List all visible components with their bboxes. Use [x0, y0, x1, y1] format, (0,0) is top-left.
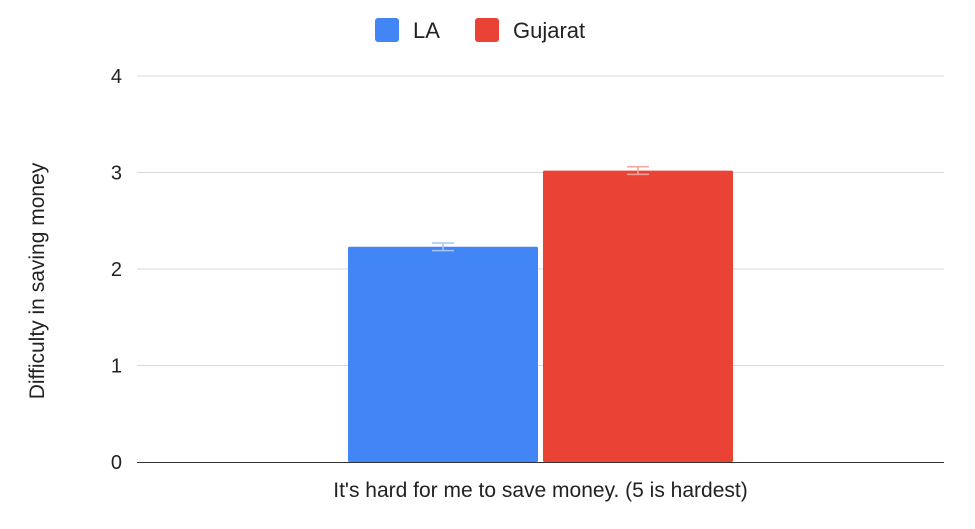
legend: LA Gujarat [375, 18, 585, 43]
legend-item-gujarat: Gujarat [475, 18, 585, 43]
error-bar-gujarat [627, 165, 649, 176]
error-bar-la [432, 242, 454, 252]
x-axis-title: It's hard for me to save money. (5 is ha… [333, 479, 747, 502]
legend-label: Gujarat [513, 18, 585, 43]
y-axis-title: Difficulty in saving money [26, 162, 49, 399]
y-tick-label: 2 [111, 259, 122, 281]
grid-lines [137, 75, 944, 366]
bar-gujarat [543, 170, 733, 462]
y-tick-label: 0 [111, 452, 122, 474]
bars [348, 170, 733, 462]
legend-swatch [375, 18, 399, 42]
y-tick-labels: 0 1 2 3 4 [111, 66, 122, 474]
y-tick-label: 4 [111, 66, 122, 88]
y-tick-label: 3 [111, 163, 122, 185]
y-tick-label: 1 [111, 356, 122, 378]
legend-item-la: LA [375, 18, 440, 43]
legend-label: LA [413, 18, 440, 43]
bar-la [348, 246, 538, 462]
error-bars [432, 165, 649, 252]
legend-swatch [475, 18, 499, 42]
